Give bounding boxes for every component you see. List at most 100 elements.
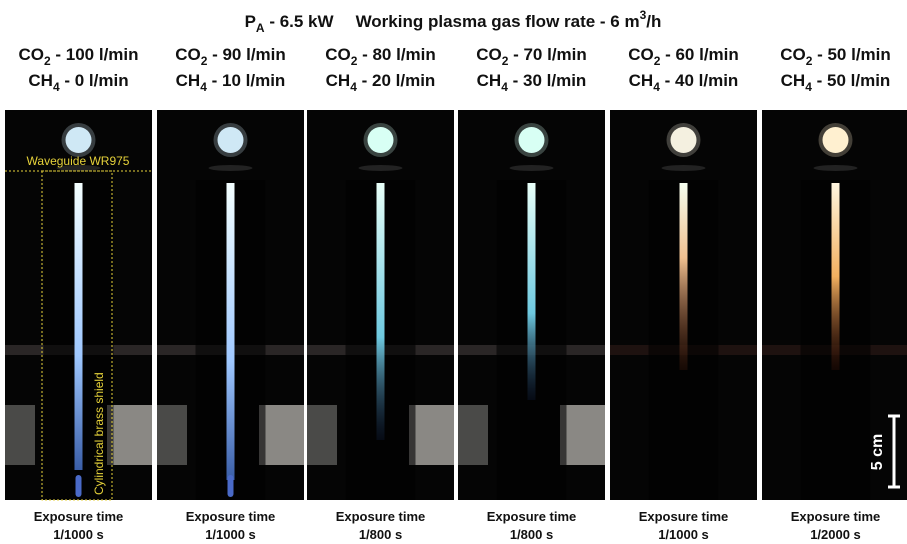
- window: [65, 127, 92, 153]
- gas-flow: - 30 l/min: [508, 71, 586, 90]
- gas-flow: - 70 l/min: [508, 45, 586, 64]
- reflection: [509, 165, 554, 171]
- shield-outline: [41, 170, 113, 501]
- exposure-label: Exposure time: [487, 509, 577, 524]
- gas-subscript: 4: [805, 80, 812, 94]
- gas-symbol: CO: [175, 45, 201, 64]
- exposure-label: Exposure time: [791, 509, 881, 524]
- gas-flow: - 50 l/min: [812, 71, 890, 90]
- gas-subscript: 4: [200, 80, 207, 94]
- exposure-time: 1/800 s: [510, 527, 553, 542]
- gas-flow: - 50 l/min: [812, 45, 890, 64]
- gas-label: CH4 - 40 l/min: [629, 71, 739, 94]
- background-block: [259, 405, 304, 465]
- gas-symbol: CO: [628, 45, 654, 64]
- gas-flow: - 80 l/min: [357, 45, 435, 64]
- power: - 6.5 kW: [265, 12, 335, 31]
- photo: [5, 110, 152, 500]
- plasma: [74, 183, 83, 470]
- background-block: [409, 405, 454, 465]
- flow: Working plasma gas flow rate - 6 m: [356, 12, 640, 31]
- window: [217, 127, 244, 153]
- gas-label: CO2 - 60 l/min: [628, 45, 739, 68]
- exposure-time: 1/1000 s: [205, 527, 256, 542]
- flow-unit: /h: [646, 12, 661, 31]
- gas-symbol: CO: [780, 45, 806, 64]
- photo: [307, 110, 454, 500]
- plasma: [226, 183, 235, 480]
- reflection: [813, 165, 858, 171]
- photo: [762, 110, 907, 500]
- gas-flow: - 100 l/min: [51, 45, 139, 64]
- waveguide-label: Waveguide WR975: [27, 154, 130, 168]
- gas-symbol: CH: [629, 71, 654, 90]
- gas-subscript: 2: [351, 54, 358, 68]
- gas-label: CH4 - 0 l/min: [28, 71, 128, 94]
- gas-symbol: CO: [476, 45, 502, 64]
- window: [518, 127, 545, 153]
- exposure-label: Exposure time: [34, 509, 124, 524]
- exposure-label: Exposure time: [639, 509, 729, 524]
- window: [822, 127, 849, 153]
- gas-label: CH4 - 20 l/min: [326, 71, 436, 94]
- gas-flow: - 40 l/min: [660, 71, 738, 90]
- background-block: [5, 405, 35, 465]
- background-block: [458, 405, 488, 465]
- exposure-label: Exposure time: [186, 509, 276, 524]
- reflection: [56, 165, 101, 171]
- exposure-time: 1/800 s: [359, 527, 402, 542]
- flow-superscript: 3: [640, 8, 647, 22]
- power-subscript: A: [256, 21, 265, 35]
- exposure-time: 1/1000 s: [53, 527, 104, 542]
- plasma: [679, 183, 688, 370]
- gas-subscript: 4: [53, 80, 60, 94]
- background-block: [307, 405, 337, 465]
- gas-subscript: 2: [502, 54, 509, 68]
- gas-flow: - 20 l/min: [357, 71, 435, 90]
- gas-flow: - 0 l/min: [60, 71, 129, 90]
- background-block: [560, 405, 605, 465]
- gas-symbol: CO: [18, 45, 44, 64]
- gas-subscript: 4: [350, 80, 357, 94]
- gas-subscript: 2: [201, 54, 208, 68]
- gas-label: CH4 - 50 l/min: [781, 71, 891, 94]
- exposure-label: Exposure time: [336, 509, 426, 524]
- scale-bar: [888, 414, 900, 489]
- gas-symbol: CH: [326, 71, 351, 90]
- gas-label: CH4 - 10 l/min: [176, 71, 286, 94]
- photo: [157, 110, 304, 500]
- plasma: [376, 183, 385, 440]
- reflection: [661, 165, 706, 171]
- gas-subscript: 2: [806, 54, 813, 68]
- gas-label: CO2 - 80 l/min: [325, 45, 436, 68]
- background-block: [157, 405, 187, 465]
- gas-symbol: CH: [176, 71, 201, 90]
- window: [670, 127, 697, 153]
- gas-subscript: 2: [44, 54, 51, 68]
- gas-subscript: 4: [501, 80, 508, 94]
- gas-symbol: CH: [477, 71, 502, 90]
- photo: [610, 110, 757, 500]
- gas-symbol: CH: [781, 71, 806, 90]
- window: [367, 127, 394, 153]
- shield-label: Cylindrical brass shield: [92, 372, 106, 495]
- scale-label: 5 cm: [869, 434, 886, 470]
- plasma: [831, 183, 840, 370]
- gas-flow: - 10 l/min: [207, 71, 285, 90]
- exposure-time: 1/2000 s: [810, 527, 861, 542]
- gas-label: CO2 - 100 l/min: [18, 45, 138, 68]
- background-block: [107, 405, 152, 465]
- gas-symbol: CH: [28, 71, 53, 90]
- gas-flow: - 90 l/min: [207, 45, 285, 64]
- reflection: [208, 165, 253, 171]
- exposure-time: 1/1000 s: [658, 527, 709, 542]
- title: PA - 6.5 kW Working plasma gas flow rate …: [245, 8, 662, 35]
- gas-subscript: 2: [654, 54, 661, 68]
- gas-label: CH4 - 30 l/min: [477, 71, 587, 94]
- plasma-tail: [227, 475, 234, 497]
- gas-label: CO2 - 90 l/min: [175, 45, 286, 68]
- gas-subscript: 4: [653, 80, 660, 94]
- power-symbol: P: [245, 12, 256, 31]
